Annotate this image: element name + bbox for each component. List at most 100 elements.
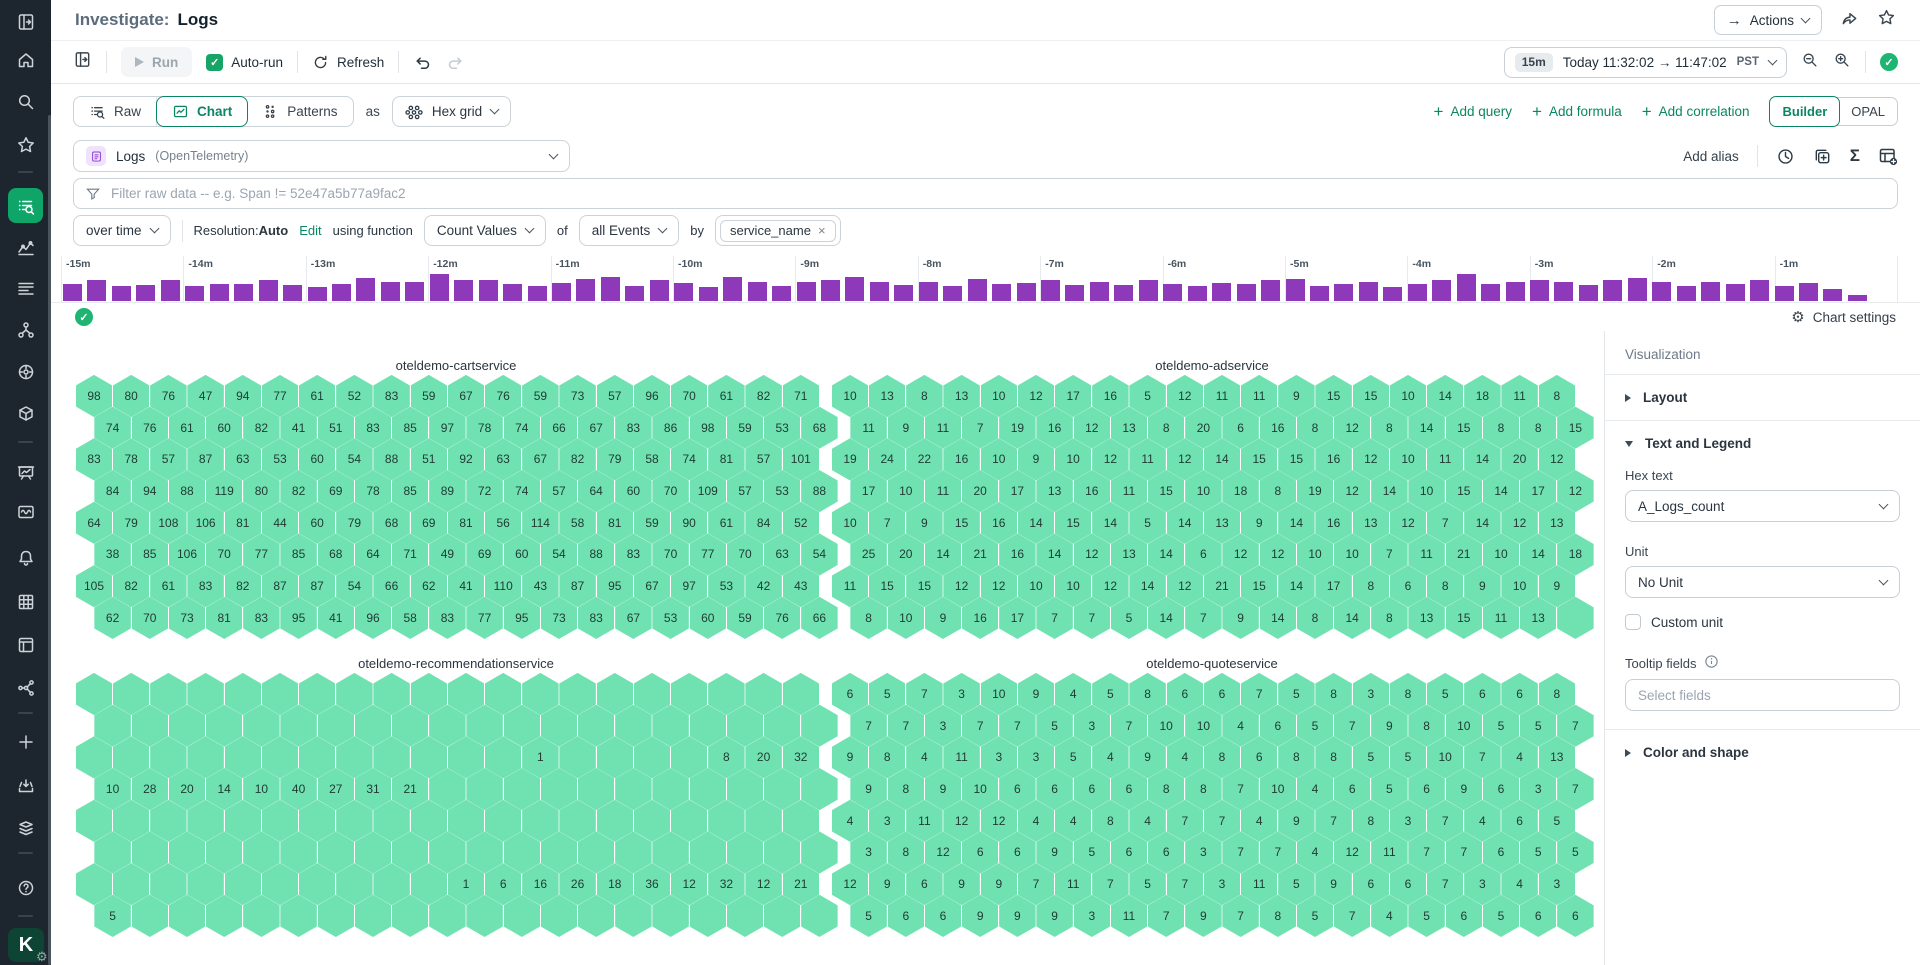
hex-cell[interactable]: 4 xyxy=(1296,831,1334,874)
hex-cell[interactable]: 12 xyxy=(1501,501,1538,544)
hex-cell[interactable] xyxy=(94,831,131,874)
hex-cell[interactable]: 27 xyxy=(317,768,355,811)
hex-cell[interactable] xyxy=(75,672,113,716)
timeline-bar[interactable] xyxy=(1823,289,1843,301)
timeline-bar[interactable] xyxy=(1407,284,1427,301)
hex-cell[interactable]: 5 xyxy=(1036,704,1073,747)
hex-cell[interactable] xyxy=(466,768,503,811)
timeline-bar[interactable] xyxy=(1383,287,1403,301)
hex-cell[interactable]: 8 xyxy=(1203,736,1241,779)
hex-cell[interactable] xyxy=(429,894,466,937)
timeline-bar[interactable] xyxy=(1750,280,1770,301)
hex-cell[interactable]: 44 xyxy=(261,501,299,544)
hex-cell[interactable] xyxy=(447,799,485,842)
hex-cell[interactable]: 10 xyxy=(1501,565,1538,608)
refresh-button[interactable]: Refresh xyxy=(312,54,384,71)
autorun-toggle[interactable]: ✓ Auto-run xyxy=(206,53,283,71)
hex-cell[interactable]: 3 xyxy=(1185,831,1222,874)
hex-cell[interactable] xyxy=(298,799,336,842)
over-time-select[interactable]: over time xyxy=(73,215,171,246)
zoom-in-time-button[interactable] xyxy=(1833,51,1851,74)
hex-cell[interactable]: 97 xyxy=(429,406,466,449)
timeline-bar[interactable] xyxy=(772,286,792,301)
hex-cell[interactable]: 7 xyxy=(1426,501,1464,544)
add-to-table-button[interactable] xyxy=(1878,146,1898,166)
time-range-picker[interactable]: 15m Today 11:32:02 → 11:47:02 PST xyxy=(1503,46,1787,78)
hex-cell[interactable] xyxy=(336,672,373,716)
add-formula-button[interactable]: + Add formula xyxy=(1532,103,1622,120)
color-shape-section-toggle[interactable]: Color and shape xyxy=(1605,730,1920,775)
hex-cell[interactable]: 7 xyxy=(1315,799,1352,842)
hex-cell[interactable]: 7 xyxy=(1185,596,1222,639)
hex-cell[interactable]: 41 xyxy=(447,565,485,608)
hex-cell[interactable] xyxy=(410,736,448,779)
timeline-bar[interactable] xyxy=(1652,282,1672,301)
timeline-bar[interactable] xyxy=(552,283,571,301)
hex-cell[interactable]: 5 xyxy=(1054,736,1092,779)
hex-cell[interactable] xyxy=(75,736,113,779)
hex-cell[interactable]: 4 xyxy=(1054,799,1092,842)
hex-cell[interactable]: 6 xyxy=(1501,672,1538,716)
hex-cell[interactable]: 14 xyxy=(1426,374,1464,418)
hex-cell[interactable] xyxy=(261,799,299,842)
hex-cell[interactable]: 38 xyxy=(94,533,131,576)
hex-cell[interactable]: 8 xyxy=(1389,672,1427,716)
hex-cell[interactable]: 9 xyxy=(1185,894,1222,937)
hex-cell[interactable]: 49 xyxy=(429,533,466,576)
hex-cell[interactable]: 5 xyxy=(1519,704,1557,747)
hex-cell[interactable]: 15 xyxy=(1445,596,1483,639)
timeline-bar[interactable] xyxy=(1261,280,1281,301)
sidebar-item-search[interactable] xyxy=(0,85,51,119)
hex-cell[interactable]: 7 xyxy=(1333,894,1371,937)
hex-cell[interactable]: 11 xyxy=(1240,374,1278,418)
hex-cell[interactable] xyxy=(317,704,355,747)
timeline-bar[interactable] xyxy=(283,285,303,301)
hex-cell[interactable]: 12 xyxy=(1092,438,1129,481)
hex-cell[interactable]: 10 xyxy=(1389,438,1427,481)
hex-cell[interactable] xyxy=(298,736,336,779)
sidebar-item-resources[interactable] xyxy=(0,271,51,305)
hex-cell[interactable]: 8 xyxy=(1519,406,1557,449)
timeline-bar[interactable] xyxy=(1481,284,1501,301)
timeline-bar[interactable] xyxy=(454,280,474,301)
hex-cell[interactable] xyxy=(75,863,113,906)
hex-cell[interactable]: 10 xyxy=(1408,470,1445,513)
hex-cell[interactable]: 19 xyxy=(999,406,1036,449)
hex-cell[interactable]: 6 xyxy=(1147,831,1185,874)
hex-cell[interactable]: 12 xyxy=(1557,470,1594,513)
timeline-bar[interactable] xyxy=(185,286,205,301)
hex-cell[interactable]: 83 xyxy=(354,406,392,449)
hex-cell[interactable]: 20 xyxy=(1185,406,1222,449)
hex-cell[interactable]: 12 xyxy=(1073,406,1111,449)
hex-cell[interactable] xyxy=(391,704,429,747)
hex-cell[interactable]: 11 xyxy=(1240,863,1278,906)
hex-cell[interactable]: 15 xyxy=(1240,565,1278,608)
hex-cell[interactable]: 18 xyxy=(1222,470,1259,513)
hex-cell[interactable]: 8 xyxy=(1092,799,1129,842)
hex-cell[interactable]: 5 xyxy=(1482,704,1520,747)
hex-cell[interactable]: 5 xyxy=(1557,831,1594,874)
sidebar-item-help[interactable] xyxy=(0,871,51,905)
hex-cell[interactable]: 87 xyxy=(298,565,336,608)
hex-cell[interactable]: 12 xyxy=(1073,533,1111,576)
hex-cell[interactable]: 7 xyxy=(1222,894,1259,937)
hex-cell[interactable]: 9 xyxy=(1222,596,1259,639)
timeline-bar[interactable] xyxy=(160,280,180,301)
hex-cell[interactable]: 9 xyxy=(1278,799,1315,842)
timeline-bar[interactable] xyxy=(943,286,963,301)
hex-cell[interactable]: 14 xyxy=(1092,501,1129,544)
hex-cell[interactable] xyxy=(391,831,429,874)
hex-cell[interactable]: 51 xyxy=(410,438,448,481)
timeline-bar[interactable] xyxy=(1187,286,1207,301)
hex-cell[interactable]: 9 xyxy=(1129,736,1166,779)
hex-cell[interactable]: 4 xyxy=(1092,736,1129,779)
group-by-field[interactable]: service_name × xyxy=(715,215,841,246)
hex-cell[interactable]: 15 xyxy=(1315,374,1352,418)
timeline-bar[interactable] xyxy=(478,280,498,301)
timeline-bar[interactable] xyxy=(1309,286,1329,301)
viz-type-select[interactable]: Hex grid xyxy=(391,96,512,127)
hex-cell[interactable]: 5 xyxy=(1110,596,1148,639)
timeline-bar[interactable] xyxy=(698,287,718,301)
timeline-bar[interactable] xyxy=(63,284,82,301)
timeline-bar[interactable] xyxy=(1114,285,1134,301)
